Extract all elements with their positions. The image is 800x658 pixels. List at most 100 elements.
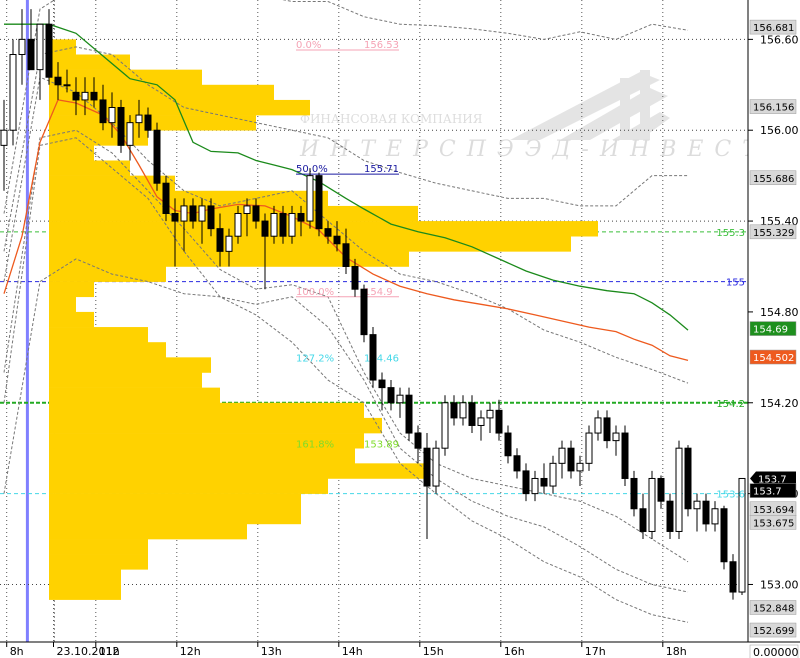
price-tag: 152.848 <box>749 600 797 615</box>
price-tag-box <box>749 170 797 186</box>
candle-body <box>630 477 638 510</box>
candle-body <box>135 114 143 124</box>
price-tag-label: 156.681 <box>753 23 794 34</box>
price-tag: 153.7 <box>749 483 797 498</box>
price-tick-label: 153.00 <box>760 578 799 591</box>
watermark-line1: ФИНАНСОВАЯ КОМПАНИЯ <box>300 112 483 126</box>
price-tags: 156.681 156.156 155.686 155.329 154.69 154.50… <box>749 19 799 658</box>
price-tag-label: 154.69 <box>753 325 788 336</box>
candle-body <box>657 477 665 502</box>
price-tag-box <box>749 349 797 365</box>
volume-profile-bar <box>49 417 382 434</box>
price-tag-box <box>749 515 797 530</box>
candle-body <box>243 205 251 214</box>
candle-body <box>666 500 674 532</box>
price-tag-box <box>749 600 797 615</box>
candle-body <box>270 212 278 237</box>
time-tick-label: 14h <box>342 645 363 658</box>
candle-body <box>594 417 602 434</box>
price-tag-label: 155.686 <box>753 174 794 185</box>
price-tag-label: 153.7 <box>758 474 787 485</box>
price-tag: 152.699 <box>749 622 797 638</box>
time-tick-label: 11h <box>99 645 120 658</box>
candle-body <box>261 220 269 237</box>
volume-profile-bar <box>49 54 130 70</box>
candle-body <box>288 212 296 237</box>
candle-body <box>414 432 422 449</box>
candle-body <box>81 91 89 101</box>
candle-body <box>189 205 197 222</box>
candle-body <box>252 205 260 222</box>
price-tag-box <box>749 19 797 35</box>
fibonacci-price-label: 155.71 <box>364 164 399 175</box>
candle-body <box>54 76 62 86</box>
time-tick-label: 23.10.2012 <box>57 645 120 658</box>
candle-body <box>423 447 431 487</box>
candle-body <box>324 228 332 237</box>
volume-profile-bar <box>49 236 571 252</box>
time-tick-label: 18h <box>666 645 687 658</box>
volume-profile-bar <box>49 372 202 388</box>
candle-body <box>198 205 206 222</box>
candle-body <box>495 409 503 434</box>
candle-body <box>180 205 188 222</box>
price-tag-box <box>749 99 797 114</box>
candle-body <box>549 462 557 487</box>
candle-body <box>486 409 494 419</box>
candle-body <box>144 114 152 131</box>
volume-profile-bar <box>49 448 355 464</box>
time-tick-label: 15h <box>423 645 444 658</box>
fibonacci-percent-label: 0.0% <box>296 40 321 51</box>
candle-body <box>153 129 161 184</box>
price-tag: 153.694 <box>749 501 797 517</box>
fibonacci-percent-label: 50.0% <box>296 164 328 175</box>
price-tag-box <box>749 483 797 498</box>
candle-body <box>297 212 305 222</box>
fibonacci-price-label: 154.46 <box>364 353 399 364</box>
hline-labels: 155.3 155 154.2 153.6 <box>716 228 745 501</box>
candle-body <box>162 182 170 214</box>
price-tag-label: 153.675 <box>753 518 794 529</box>
price-tag: 154.69 <box>749 321 797 336</box>
candle-body <box>171 212 179 222</box>
price-tag: 155.329 <box>749 224 797 240</box>
price-tag-label: 154.502 <box>753 353 794 364</box>
fibonacci-percent-label: 100.0% <box>296 287 334 298</box>
candle-body <box>711 508 719 525</box>
candle-body <box>738 477 746 593</box>
candle-body <box>396 394 404 404</box>
price-tag-label: 152.699 <box>753 626 794 637</box>
bottom-value-box <box>749 644 799 658</box>
candle-body <box>567 447 575 472</box>
candle-body <box>9 54 17 131</box>
price-tag: 154.502 <box>749 349 797 365</box>
time-tick-label: 17h <box>585 645 606 658</box>
price-tag-box <box>749 622 797 638</box>
volume-profile-bar <box>49 327 148 343</box>
candle-body <box>18 38 26 56</box>
candle-body <box>0 129 8 146</box>
volume-profile-bar <box>49 205 418 222</box>
price-tag-label: 152.848 <box>753 603 794 614</box>
price-tag: 155.686 <box>749 170 797 186</box>
candle-body <box>234 212 242 237</box>
candle-body <box>360 288 368 336</box>
price-tag-label: 153.694 <box>753 505 794 516</box>
candle-body <box>441 402 449 449</box>
candle-body <box>468 402 476 426</box>
time-tick-label: 12h <box>180 645 201 658</box>
volume-profile-bar <box>49 539 148 555</box>
candle-body <box>99 99 107 124</box>
candle-body <box>522 470 530 495</box>
candle-body <box>405 394 413 434</box>
candle-body <box>387 387 395 404</box>
candle-body <box>513 455 521 472</box>
candle-body <box>612 432 620 442</box>
candle-body <box>603 417 611 442</box>
candle-body <box>315 175 323 230</box>
price-tag: 156.156 <box>749 99 797 114</box>
envelope-band-line <box>3 258 689 623</box>
price-tag-box <box>749 224 797 240</box>
volume-profile-bar <box>49 523 247 540</box>
